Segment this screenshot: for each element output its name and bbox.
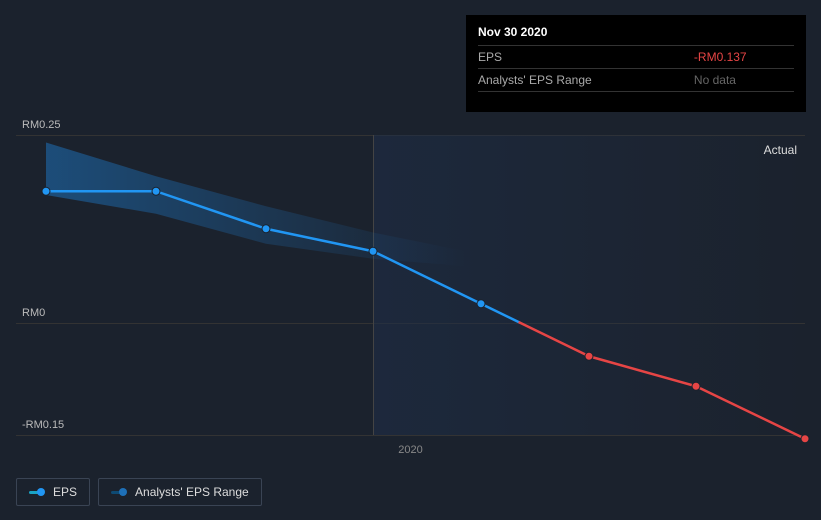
analyst-range-area — [46, 143, 466, 267]
x-axis-label: 2020 — [0, 444, 821, 456]
tooltip-row-value: -RM0.137 — [694, 46, 794, 69]
eps-line — [46, 191, 805, 439]
eps-chart[interactable] — [16, 135, 805, 435]
tooltip-row-value: No data — [694, 69, 794, 92]
legend-item-eps[interactable]: EPS — [16, 478, 90, 506]
tooltip-date: Nov 30 2020 — [478, 25, 794, 46]
tooltip-row-label: EPS — [478, 46, 694, 69]
gridline-low — [16, 435, 805, 436]
legend-swatch-icon — [111, 488, 127, 496]
chart-legend: EPS Analysts' EPS Range — [16, 478, 262, 506]
legend-item-label: Analysts' EPS Range — [135, 485, 249, 499]
legend-item-label: EPS — [53, 485, 77, 499]
legend-swatch-icon — [29, 488, 45, 496]
tooltip-row-label: Analysts' EPS Range — [478, 69, 694, 92]
legend-item-analyst-range[interactable]: Analysts' EPS Range — [98, 478, 262, 506]
chart-tooltip: Nov 30 2020 EPS -RM0.137 Analysts' EPS R… — [466, 15, 806, 112]
y-axis-label-high: RM0.25 — [22, 119, 61, 131]
eps-markers — [42, 187, 809, 443]
